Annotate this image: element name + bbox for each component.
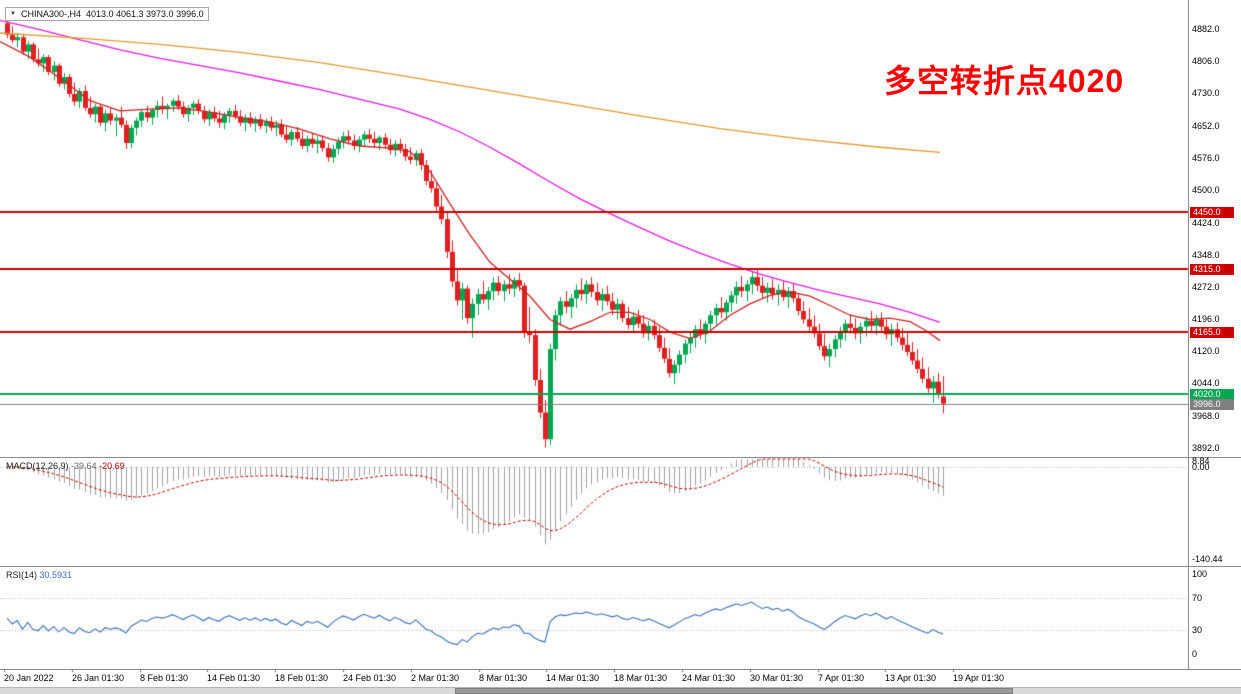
price-line-badge: 4020.0 [1190, 389, 1234, 400]
price-tick-label: 4882.0 [1192, 24, 1220, 34]
chart-info-box[interactable]: ▼ CHINA300-,H4 4013.0 4061.3 3973.0 3996… [5, 7, 209, 21]
rsi-name: RSI(14) [6, 570, 38, 580]
time-tick-label: 14 Mar 01:30 [546, 673, 600, 683]
price-tick-label: 4652.0 [1192, 121, 1220, 131]
time-tick-label: 24 Mar 01:30 [682, 673, 736, 683]
price-line-badge: 4165.0 [1190, 327, 1234, 338]
time-tick-label: 7 Apr 01:30 [818, 673, 865, 683]
time-tick-label: 24 Feb 01:30 [343, 673, 397, 683]
horizontal-scrollbar[interactable] [0, 687, 1241, 694]
price-line-badge: 4315.0 [1190, 264, 1234, 275]
panel-separator-rsi[interactable] [0, 566, 1241, 567]
rsi-axis-label: 100 [1192, 569, 1208, 579]
time-tick-label: 20 Jan 2022 [4, 673, 54, 683]
price-tick-label: 4120.0 [1192, 346, 1220, 356]
time-axis-line [0, 669, 1241, 670]
macd-axis-label: 0.00 [1192, 462, 1210, 472]
ohlc-values-label: 4013.0 4061.3 3973.0 3996.0 [85, 9, 204, 19]
rsi-axis-label: 30 [1192, 625, 1203, 635]
price-line-badge: 4450.0 [1190, 207, 1234, 218]
rsi-value: 30.5931 [39, 570, 73, 580]
macd-signal-value: -20.69 [99, 461, 125, 471]
panel-separator-macd[interactable] [0, 457, 1241, 458]
time-tick-label: 8 Feb 01:30 [140, 673, 189, 683]
rsi-axis-label: 0 [1192, 649, 1198, 659]
scrollbar-thumb[interactable] [455, 688, 1013, 694]
macd-axis-label: -140.44 [1192, 554, 1223, 564]
symbol-timeframe-label: CHINA300-,H4 [20, 9, 81, 19]
price-tick-label: 3968.0 [1192, 411, 1220, 421]
time-tick-label: 2 Mar 01:30 [411, 673, 460, 683]
price-tick-label: 4196.0 [1192, 314, 1220, 324]
time-tick-label: 19 Apr 01:30 [953, 673, 1005, 683]
price-axis-separator [1188, 0, 1189, 669]
macd-axis-label: 8.84 [1192, 456, 1210, 466]
rsi-axis-label: 70 [1192, 593, 1203, 603]
annotation-text[interactable]: 多空转折点4020 [884, 63, 1125, 99]
price-tick-label: 4272.0 [1192, 282, 1220, 292]
time-tick-label: 8 Mar 01:30 [479, 673, 528, 683]
price-tick-label: 4500.0 [1192, 185, 1220, 195]
price-tick-label: 4806.0 [1192, 56, 1220, 66]
time-tick-label: 30 Mar 01:30 [750, 673, 804, 683]
macd-name: MACD(12,26,9) [6, 461, 69, 471]
collapse-triangle-icon[interactable]: ▼ [10, 11, 16, 17]
time-tick-label: 18 Mar 01:30 [614, 673, 668, 683]
price-tick-label: 4044.0 [1192, 378, 1220, 388]
time-tick-label: 18 Feb 01:30 [275, 673, 329, 683]
price-tick-label: 4424.0 [1192, 218, 1220, 228]
macd-main-value: -39.64 [71, 461, 97, 471]
price-tick-label: 4730.0 [1192, 88, 1220, 98]
rsi-indicator-label: RSI(14) 30.5931 [6, 570, 72, 581]
price-tick-label: 4348.0 [1192, 250, 1220, 260]
price-tick-label: 4576.0 [1192, 153, 1220, 163]
macd-indicator-label: MACD(12,26,9) -39.64 -20.69 [6, 461, 125, 472]
current-price-badge: 3996.0 [1190, 399, 1234, 410]
time-tick-label: 14 Feb 01:30 [207, 673, 261, 683]
time-tick-label: 13 Apr 01:30 [885, 673, 937, 683]
price-tick-label: 3892.0 [1192, 443, 1220, 453]
time-tick-label: 26 Jan 01:30 [72, 673, 125, 683]
